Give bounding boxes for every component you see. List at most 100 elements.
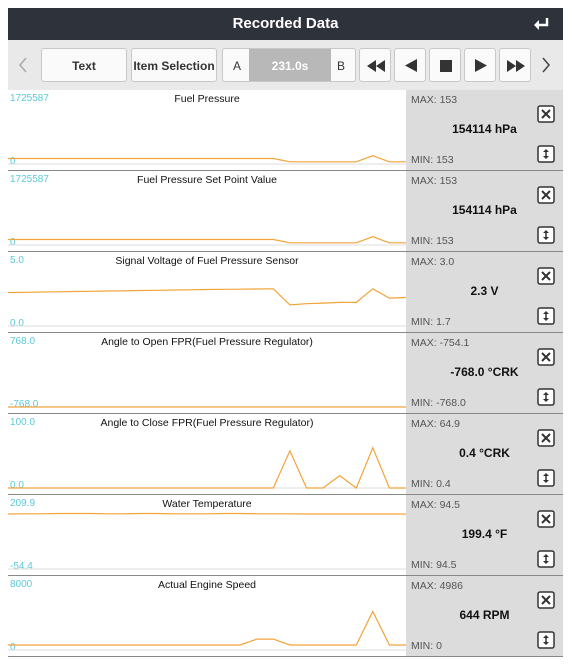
time-range: A 231.0s B [222,48,356,82]
text-button[interactable]: Text [41,48,127,82]
fast-forward-button[interactable] [499,48,531,82]
signal-panel: Fuel Pressure Set Point Value 1725587 0 MAX… [8,171,563,252]
reading-panel: MAX: 94.5 199.4 °F MIN: 94.5 [406,495,563,575]
scale-min: 0 [10,156,16,167]
close-button[interactable] [537,348,555,366]
scale-max: 768.0 [10,336,36,347]
signal-name: Actual Engine Speed [157,579,257,591]
trace-plot [8,406,406,408]
scale-max: 209.9 [10,498,36,509]
scale-max: 100.0 [10,417,36,428]
close-button[interactable] [537,591,555,609]
current-value: 154114 hPa [452,203,517,217]
trace-plot [8,155,406,165]
play-button[interactable] [464,48,496,82]
trace-plot [8,446,406,489]
trace-plot [8,236,406,246]
signal-name: Water Temperature [162,498,252,510]
scale-max: 1725587 [10,93,49,104]
max-reading: MAX: 94.5 [411,499,461,511]
min-reading: MIN: 1.7 [411,316,451,328]
min-reading: MIN: 94.5 [411,559,457,571]
stop-button[interactable] [429,48,461,82]
scale-max: 5.0 [10,255,24,266]
trace-plot [8,512,406,570]
marker-b[interactable]: B [336,59,345,73]
trace [8,610,406,646]
signal-panel: Angle to Open FPR(Fuel Pressure Regulato… [8,333,563,414]
toolbar: Text Item Selection A 231.0s B [8,40,563,90]
max-reading: MAX: 153 [411,94,458,106]
current-value: -768.0 °CRK [450,365,519,379]
min-reading: MIN: 0 [411,640,442,652]
min-reading: MIN: 153 [411,235,454,247]
scale-min: 0 [10,237,16,248]
current-value: 0.4 °CRK [459,446,510,460]
reading-panel: MAX: -754.1 -768.0 °CRK MIN: -768.0 [406,333,563,413]
close-button[interactable] [537,105,555,123]
scale-button[interactable] [537,631,555,649]
max-reading: MAX: 4986 [411,580,463,592]
current-value: 154114 hPa [452,122,517,136]
close-button[interactable] [537,510,555,528]
max-reading: MAX: 153 [411,175,458,187]
item-selection-button[interactable]: Item Selection [131,48,217,82]
min-reading: MIN: 0.4 [411,478,451,490]
current-value: 199.4 °F [461,527,508,541]
close-button[interactable] [537,267,555,285]
current-value: 644 RPM [459,608,510,622]
scale-button[interactable] [537,307,555,325]
signal-name: Angle to Close FPR(Fuel Pressure Regulat… [100,417,314,429]
trace [8,155,406,163]
trace-plot [8,288,406,327]
signal-name: Fuel Pressure [174,93,240,105]
max-reading: MAX: -754.1 [411,337,470,349]
reading-panel: MAX: 3.0 2.3 V MIN: 1.7 [406,252,563,332]
rewind-button[interactable] [359,48,391,82]
next-page[interactable] [541,57,551,73]
reading-panel: MAX: 153 154114 hPa MIN: 153 [406,171,563,251]
trace [8,236,406,244]
signal-name: Signal Voltage of Fuel Pressure Sensor [115,255,299,267]
current-value: 2.3 V [470,284,499,298]
trace [8,446,406,489]
scale-button[interactable] [537,550,555,568]
step-back-button[interactable] [394,48,426,82]
min-reading: MIN: 153 [411,154,454,166]
trace-plot [8,610,406,651]
signal-panel: Angle to Close FPR(Fuel Pressure Regulat… [8,414,563,495]
scale-min: 0 [10,642,16,653]
scale-button[interactable] [537,388,555,406]
close-button[interactable] [537,186,555,204]
reading-panel: MAX: 153 154114 hPa MIN: 153 [406,90,563,170]
signal-panel: Signal Voltage of Fuel Pressure Sensor 5.… [8,252,563,333]
min-reading: MIN: -768.0 [411,397,466,409]
header-title: Recorded Data [232,15,339,32]
scale-min: -54.4 [10,561,33,572]
scale-button[interactable] [537,226,555,244]
return-icon[interactable] [533,17,549,31]
max-reading: MAX: 64.9 [411,418,461,430]
scale-min: 0.0 [10,480,24,491]
signal-panel: Fuel Pressure 1725587 0 MAX: 153 154114 hPa M… [8,90,563,171]
reading-panel: MAX: 4986 644 RPM MIN: 0 [406,576,563,656]
scale-button[interactable] [537,145,555,163]
signal-name: Angle to Open FPR(Fuel Pressure Regulato… [101,336,313,348]
scale-button[interactable] [537,469,555,487]
reading-panel: MAX: 64.9 0.4 °CRK MIN: 0.4 [406,414,563,494]
max-reading: MAX: 3.0 [411,256,455,268]
signal-panel: Water Temperature 209.9 -54.4 MAX: 94.5 199.… [8,495,563,576]
trace [8,288,406,306]
header: Recorded Data [8,8,563,40]
scale-max: 8000 [10,579,33,590]
close-button[interactable] [537,429,555,447]
scale-max: 1725587 [10,174,49,185]
time: 231.0s [249,49,331,81]
marker-a[interactable]: A [233,59,242,73]
scale-min: 0.0 [10,318,24,329]
prev-page[interactable] [18,57,28,73]
scale-min: -768.0 [10,399,39,410]
signal-panel: Actual Engine Speed 8000 0 MAX: 4986 644 RPM… [8,576,563,657]
trace [8,512,406,515]
